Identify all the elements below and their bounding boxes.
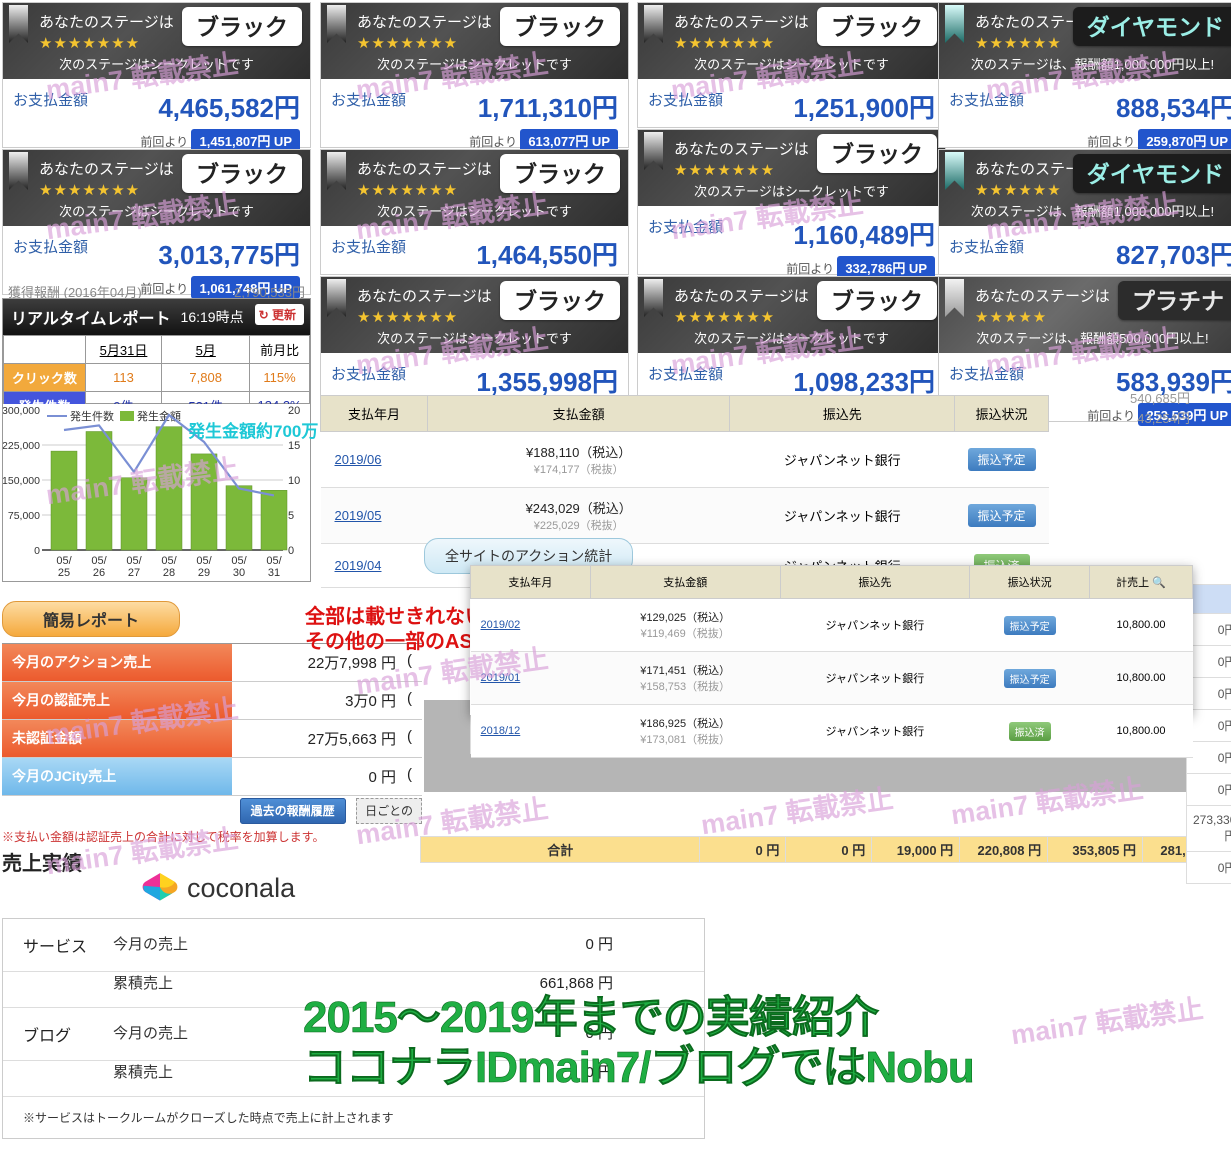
svg-text:発生金額: 発生金額 [137, 409, 181, 423]
svg-text:05/: 05/ [266, 555, 282, 567]
svg-text:05/: 05/ [231, 555, 247, 567]
svg-text:30: 30 [233, 567, 245, 579]
svg-text:0: 0 [34, 545, 40, 557]
svg-text:31: 31 [268, 567, 280, 579]
svg-text:300,000: 300,000 [3, 405, 40, 417]
svg-text:10: 10 [288, 475, 300, 487]
svg-text:26: 26 [93, 567, 105, 579]
svg-text:27: 27 [128, 567, 140, 579]
svg-text:25: 25 [58, 567, 70, 579]
svg-text:05/: 05/ [161, 555, 177, 567]
svg-text:発生件数: 発生件数 [70, 409, 114, 423]
svg-text:75,000: 75,000 [8, 510, 40, 522]
svg-text:28: 28 [163, 567, 175, 579]
svg-text:0: 0 [288, 545, 294, 557]
svg-text:05/: 05/ [56, 555, 72, 567]
svg-text:150,000: 150,000 [3, 475, 40, 487]
svg-text:05/: 05/ [91, 555, 107, 567]
svg-text:05/: 05/ [196, 555, 212, 567]
svg-text:20: 20 [288, 405, 300, 417]
svg-text:5: 5 [288, 510, 294, 522]
svg-text:05/: 05/ [126, 555, 142, 567]
svg-text:29: 29 [198, 567, 210, 579]
svg-text:225,000: 225,000 [3, 440, 40, 452]
